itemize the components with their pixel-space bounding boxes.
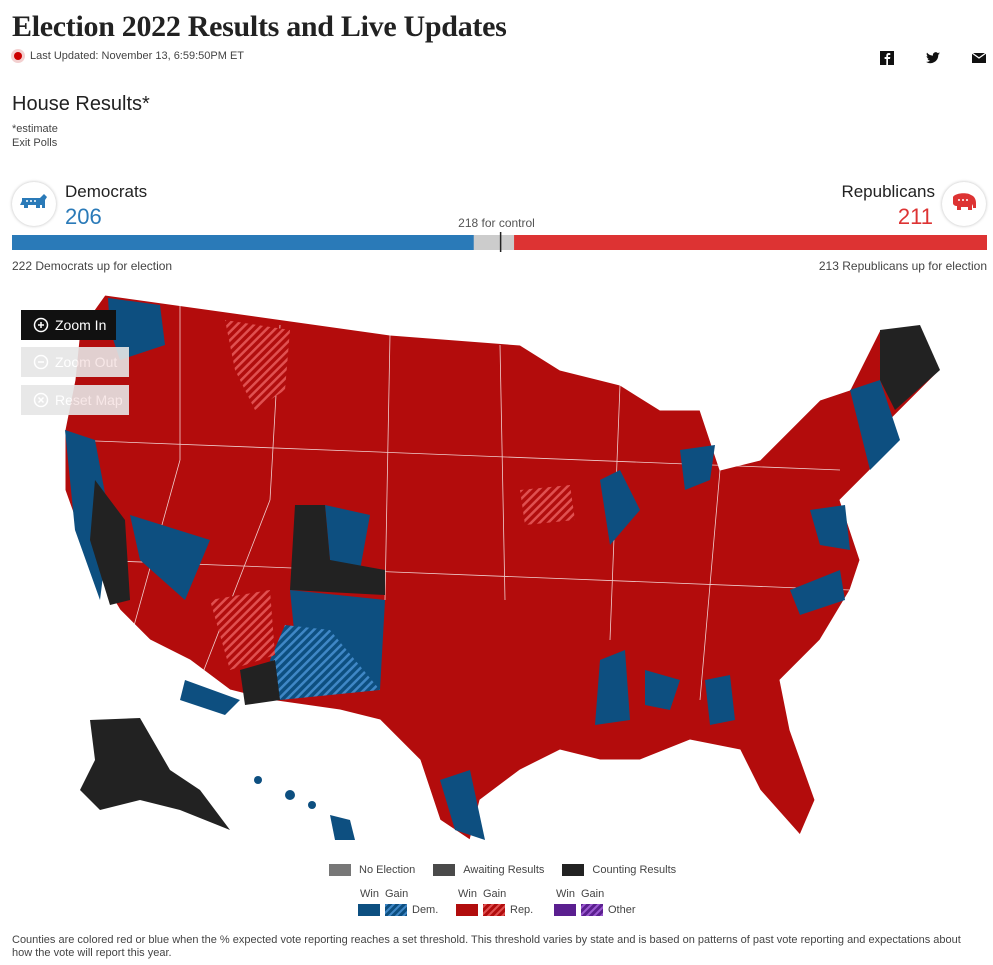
section-title: House Results* [12,93,150,115]
us-map [64,294,941,841]
district-dem[interactable] [790,570,845,615]
district-dem[interactable] [810,505,850,550]
legend-win: Win [360,888,379,900]
note: *estimate [12,123,58,135]
district-dem-gain[interactable] [270,625,380,700]
party-legend: Win Gain Dem. Win Gain Rep. Win Gain Other [358,888,636,916]
district-dem[interactable] [325,505,370,570]
legend-label: Counting Results [592,864,677,876]
district-dem[interactable] [130,515,210,600]
hawaii[interactable] [254,776,355,840]
swatch-gain [581,904,603,916]
district-rep-gain[interactable] [210,590,275,670]
swatch [433,864,456,876]
last-updated-text: Last Updated: November 13, 6:59:50PM ET [30,50,245,62]
district-dem[interactable] [440,770,485,840]
zoom-in-button[interactable]: Zoom In [21,310,116,340]
legend-gain: Gain [385,888,408,900]
legend-win: Win [458,888,477,900]
democrat-icon [12,182,56,226]
footnote: Counties are colored red or blue when th… [12,934,961,959]
email-share[interactable] [971,50,987,66]
swatch-gain [483,904,505,916]
democrats-bar [12,235,474,250]
republicans-bar [514,235,987,250]
district-dem[interactable] [705,675,735,725]
district-dem[interactable] [180,680,240,715]
district-rep-gain[interactable] [520,485,575,525]
district-dem[interactable] [645,670,680,710]
button-label: Zoom In [55,317,107,333]
district-counting[interactable] [90,480,130,605]
legend-label: Awaiting Results [463,864,545,876]
republican-icon [942,182,986,226]
note: Exit Polls [12,137,58,149]
republicans-label: Republicans [841,182,935,201]
legend-label: No Election [359,864,416,876]
legend-gain: Gain [581,888,604,900]
district-counting[interactable] [290,505,385,595]
republicans-seats: 211 [897,204,933,229]
democrats-label: Democrats [65,182,148,201]
swatch [329,864,351,876]
district-dem[interactable] [108,298,165,360]
zoom-out-button[interactable]: Zoom Out [21,347,129,377]
alaska[interactable] [80,718,230,830]
live-dot [14,52,22,60]
swatch-win [554,904,576,916]
legend-party: Rep. [510,904,533,916]
reset-map-button[interactable]: Reset Map [21,385,129,415]
legend-party: Other [608,904,636,916]
swatch-win [456,904,478,916]
legend-gain: Gain [483,888,506,900]
swatch [562,864,585,876]
district-dem[interactable] [595,650,630,725]
district-dem[interactable] [600,470,640,545]
status-legend: No Election Awaiting Results Counting Re… [329,864,676,876]
district-counting[interactable] [880,325,940,410]
democrats-seats: 206 [65,204,102,229]
control-label: 218 for control [458,216,535,230]
district-rep-gain[interactable] [225,320,290,410]
district-dem[interactable] [680,445,715,490]
twitter-share[interactable] [925,50,941,66]
district-dem[interactable] [850,380,900,470]
swatch-win [358,904,380,916]
swatch-gain [385,904,407,916]
legend-win: Win [556,888,575,900]
democrats-up: 222 Democrats up for election [12,259,173,273]
legend-party: Dem. [412,904,438,916]
district-counting[interactable] [240,660,280,705]
button-label: Zoom Out [55,354,118,370]
last-updated: Last Updated: November 13, 6:59:50PM ET [14,50,244,62]
button-label: Reset Map [55,392,123,408]
social-links [879,50,987,66]
page-title: Election 2022 Results and Live Updates [12,10,507,43]
seat-bar [12,232,987,252]
republicans-up: 213 Republicans up for election [818,259,987,273]
facebook-share[interactable] [879,50,895,66]
